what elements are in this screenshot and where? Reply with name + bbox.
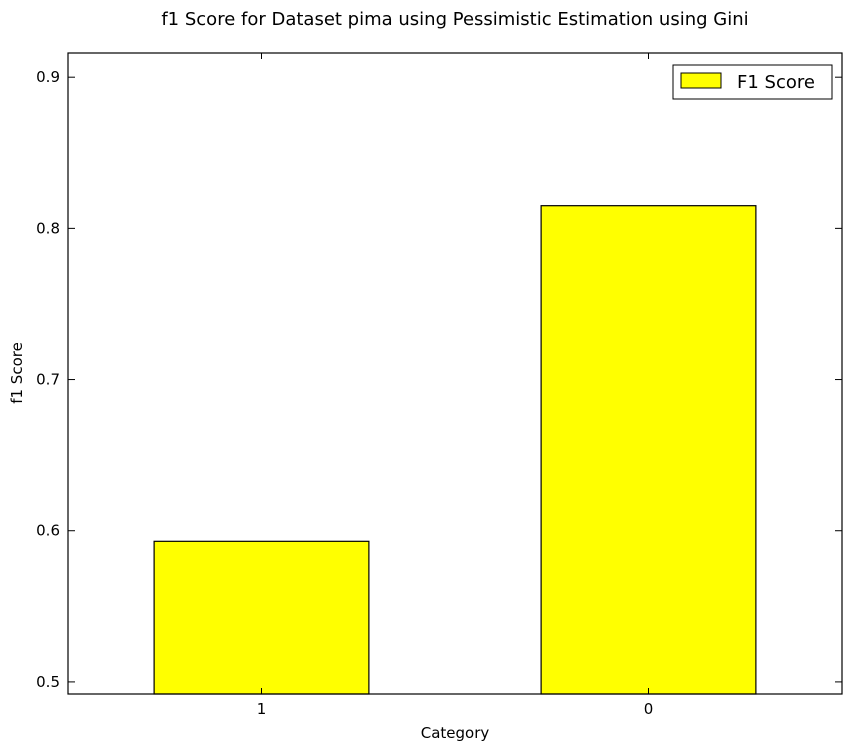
- y-tick-label: 0.8: [36, 219, 60, 237]
- x-axis-label: Category: [421, 724, 490, 742]
- y-tick-label: 0.5: [36, 673, 60, 691]
- y-tick-label: 0.9: [36, 68, 60, 86]
- y-axis-label: f1 Score: [8, 342, 26, 404]
- plot-frame: [67, 52, 843, 695]
- ticks-group: 1 0 0.5 0.6 0.7 0.8 0.9: [36, 53, 842, 718]
- legend-swatch: [680, 72, 722, 89]
- y-tick-label: 0.6: [36, 522, 60, 540]
- legend-label: F1 Score: [737, 72, 815, 93]
- legend: F1 Score: [672, 64, 833, 100]
- x-tick-label: 0: [644, 700, 654, 718]
- bars-group: [153, 205, 757, 695]
- bar-0: [540, 205, 757, 695]
- x-tick-label: 1: [257, 700, 267, 718]
- y-tick-label: 0.7: [36, 371, 60, 389]
- bar-1: [153, 540, 370, 695]
- chart-title: f1 Score for Dataset pima using Pessimis…: [161, 9, 748, 30]
